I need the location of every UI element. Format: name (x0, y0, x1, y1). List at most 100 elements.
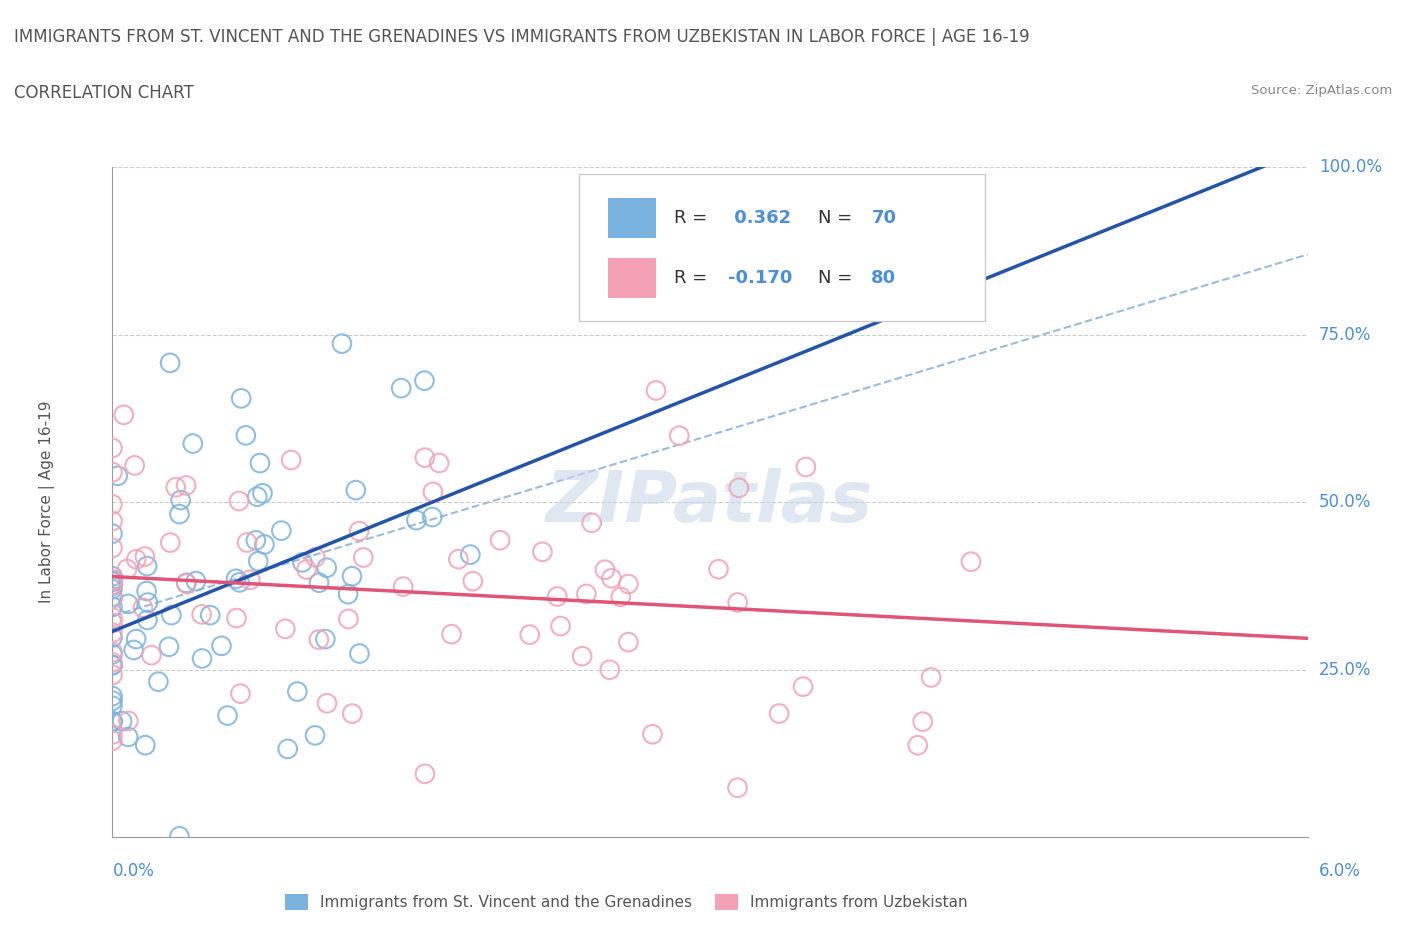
Point (101, 693, 124, 708)
Point (136, 559, 159, 574)
Point (191, 651, 214, 666)
Point (389, 380, 412, 395)
Point (101, 513, 124, 528)
Point (768, 706, 790, 721)
Point (641, 727, 664, 742)
Point (546, 589, 568, 604)
Point (960, 554, 983, 569)
Point (101, 715, 124, 730)
Point (107, 469, 129, 484)
Point (274, 621, 297, 636)
Point (101, 698, 124, 713)
Point (101, 569, 124, 584)
Point (101, 465, 124, 480)
Point (169, 507, 191, 522)
Point (112, 407, 135, 422)
Point (141, 647, 163, 662)
Point (600, 571, 623, 586)
Bar (609, 258, 657, 298)
Point (198, 607, 221, 622)
Point (211, 638, 233, 653)
Point (246, 489, 269, 504)
Text: 80: 80 (872, 269, 897, 286)
Point (349, 646, 371, 661)
Text: 100.0%: 100.0% (1319, 158, 1382, 177)
Point (344, 483, 367, 498)
Text: 0.362: 0.362 (728, 208, 792, 227)
Point (245, 533, 267, 548)
Point (101, 727, 124, 742)
Point (794, 459, 817, 474)
Text: CORRELATION CHART: CORRELATION CHART (14, 84, 194, 101)
Point (314, 631, 336, 646)
Point (907, 737, 929, 752)
Point (330, 336, 353, 351)
Point (101, 733, 124, 748)
Point (229, 686, 252, 701)
Point (239, 572, 262, 587)
Point (352, 550, 374, 565)
Point (169, 493, 191, 508)
Point (157, 640, 180, 655)
Point (413, 373, 436, 388)
Point (337, 612, 360, 627)
Point (920, 670, 942, 684)
Point (727, 595, 749, 610)
Point (165, 480, 187, 495)
Point (225, 571, 247, 586)
Text: 70: 70 (872, 208, 897, 227)
Point (101, 573, 124, 588)
Point (337, 587, 360, 602)
Point (531, 544, 554, 559)
Point (440, 627, 463, 642)
Point (342, 706, 364, 721)
Point (304, 728, 326, 743)
Point (645, 383, 668, 398)
Point (101, 610, 124, 625)
Point (911, 714, 934, 729)
Text: 6.0%: 6.0% (1319, 862, 1361, 880)
Point (111, 714, 134, 729)
Point (190, 607, 212, 622)
Point (117, 596, 139, 611)
Text: R =: R = (675, 269, 713, 286)
Point (489, 533, 512, 548)
Point (159, 355, 181, 370)
Point (101, 625, 124, 640)
Point (101, 578, 124, 593)
Point (316, 696, 339, 711)
Point (101, 591, 124, 606)
Point (101, 658, 124, 672)
Point (461, 574, 484, 589)
Point (101, 574, 124, 589)
Point (550, 618, 572, 633)
Point (392, 579, 415, 594)
Point (115, 562, 138, 577)
Point (174, 478, 197, 493)
Point (117, 729, 139, 744)
Point (617, 577, 640, 591)
Point (249, 456, 271, 471)
Point (427, 456, 450, 471)
FancyBboxPatch shape (579, 174, 984, 322)
Point (413, 450, 436, 465)
Legend: Immigrants from St. Vincent and the Grenadines, Immigrants from Uzbekistan: Immigrants from St. Vincent and the Gren… (278, 888, 974, 916)
Point (117, 713, 139, 728)
Point (160, 607, 183, 622)
Point (101, 658, 124, 672)
Point (420, 510, 443, 525)
Point (280, 453, 302, 468)
Point (124, 458, 146, 472)
Point (101, 647, 124, 662)
Point (159, 535, 181, 550)
Point (101, 713, 124, 728)
Point (101, 497, 124, 512)
Point (707, 562, 730, 577)
Point (347, 524, 370, 538)
Point (422, 485, 444, 499)
Text: ZIPatlas: ZIPatlas (547, 468, 873, 537)
Point (136, 613, 159, 628)
Point (231, 391, 253, 405)
Point (295, 562, 318, 577)
Point (125, 631, 148, 646)
